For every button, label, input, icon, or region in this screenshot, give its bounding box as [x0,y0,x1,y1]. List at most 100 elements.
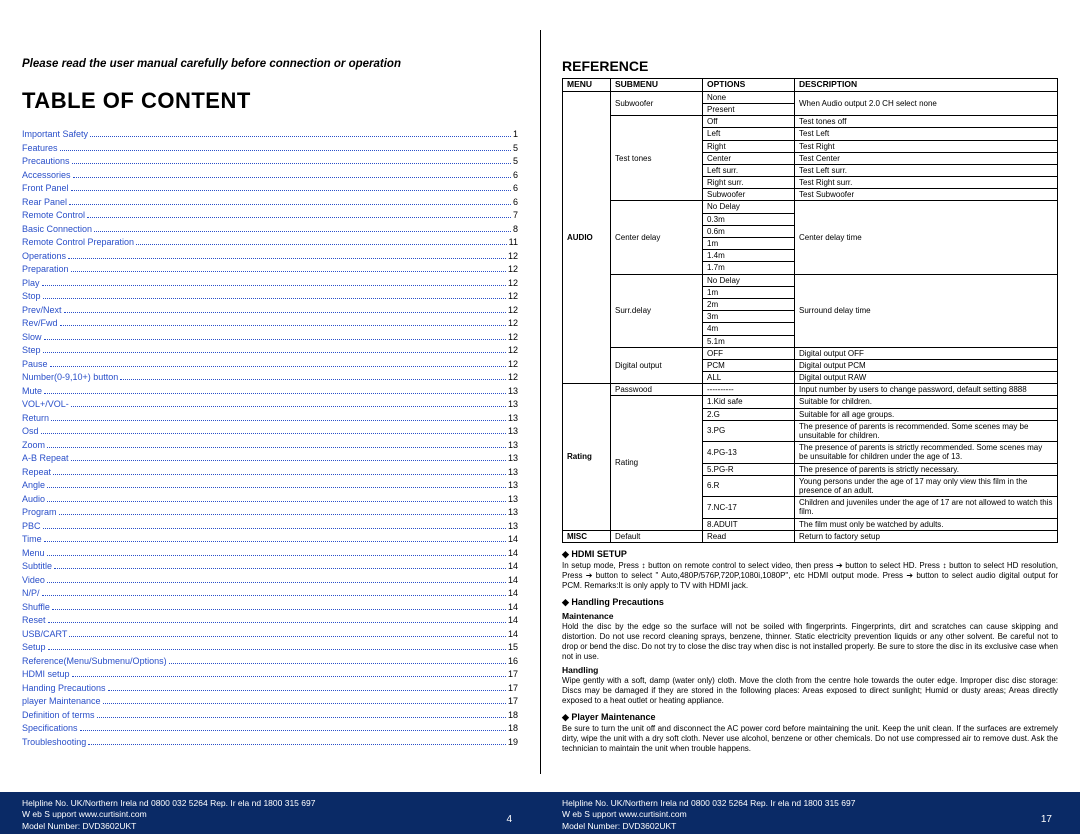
footer-model: Model Number: DVD3602UKT [22,821,518,832]
toc-page: 13 [508,412,518,426]
toc-row: VOL+/VOL- 13 [22,398,518,412]
toc-page: 13 [508,398,518,412]
toc-row: Reset14 [22,614,518,628]
toc-label: PBC [22,520,41,534]
toc-dots [44,536,506,542]
footer-model: Model Number: DVD3602UKT [562,821,1058,832]
toc-label: Precautions [22,155,70,169]
toc-page: 14 [508,560,518,574]
toc-page: 14 [508,601,518,615]
toc-dots [71,185,511,191]
toc-dots [47,442,506,448]
toc-dots [51,415,506,421]
toc-row: Basic Connection8 [22,223,518,237]
maintenance-body: Hold the disc by the edge so the surface… [562,622,1058,662]
toc-label: Video [22,574,45,588]
toc-label: Stop [22,290,41,304]
toc-page: 12 [508,250,518,264]
toc-label: Zoom [22,439,45,453]
toc-label: player Maintenance [22,695,101,709]
toc-dots [87,212,511,218]
toc-page: 12 [508,331,518,345]
toc-row: Osd13 [22,425,518,439]
toc-dots [64,307,506,313]
toc-dots [120,374,506,380]
toc-dots [108,685,506,691]
toc-dots [88,739,506,745]
toc-page: 13 [508,520,518,534]
toc-label: Accessories [22,169,71,183]
toc-page: 17 [508,695,518,709]
toc-row: Front Panel 6 [22,182,518,196]
toc-label: Handing Precautions [22,682,106,696]
toc-page: 12 [508,304,518,318]
toc-label: Reference(Menu/Submenu/Options) [22,655,167,669]
footer-helpline: Helpline No. UK/Northern Irela nd 0800 0… [22,798,315,808]
toc-dots [136,239,507,245]
toc-dots [59,509,506,515]
toc-dots [43,523,506,529]
toc-dots [90,131,511,137]
toc-row: N/P/14 [22,587,518,601]
toc-dots [54,563,506,569]
toc-row: Subtitle14 [22,560,518,574]
toc-row: Precautions 5 [22,155,518,169]
toc-dots [48,644,506,650]
left-page-number: 4 [506,813,512,827]
toc-page: 6 [513,182,518,196]
toc-row: Rev/Fwd 12 [22,317,518,331]
toc-page: 15 [508,641,518,655]
toc-label: VOL+/VOL- [22,398,69,412]
toc-dots [43,293,506,299]
maintenance-sub: Maintenance [562,611,1058,621]
toc-label: Front Panel [22,182,69,196]
toc-label: Operations [22,250,66,264]
toc-row: HDMI setup 17 [22,668,518,682]
toc-row: Stop12 [22,290,518,304]
left-footer: Helpline No. UK/Northern Irela nd 0800 0… [0,792,540,834]
toc-row: Repeat13 [22,466,518,480]
toc-dots [71,455,506,461]
handling-sub: Handling [562,665,1058,675]
toc-page: 5 [513,155,518,169]
handling-heading: Handling Precautions [562,597,1058,608]
toc-page: 12 [508,317,518,331]
footer-web: W eb S upport www.curtisint.com [22,809,518,820]
toc-label: Remote Control Preparation [22,236,134,250]
toc-page: 12 [508,344,518,358]
toc-row: player Maintenance 17 [22,695,518,709]
toc-page: 6 [513,196,518,210]
toc-dots [69,631,506,637]
toc-page: 7 [513,209,518,223]
toc-dots [72,158,511,164]
toc-page: 17 [508,668,518,682]
toc-row: Angle13 [22,479,518,493]
toc-dots [73,172,511,178]
toc-row: Number(0-9,10+) button12 [22,371,518,385]
toc-page: 14 [508,587,518,601]
toc-label: Rev/Fwd [22,317,58,331]
instruction-text: Please read the user manual carefully be… [22,58,518,70]
toc-dots [42,590,506,596]
manual-spread: Please read the user manual carefully be… [0,0,1080,834]
toc-dots [103,698,506,704]
toc-row: A-B Repeat13 [22,452,518,466]
hdmi-heading: HDMI SETUP [562,549,1058,560]
toc-label: Setup [22,641,46,655]
toc-page: 6 [513,169,518,183]
toc-label: Slow [22,331,42,345]
toc-label: HDMI setup [22,668,70,682]
toc-row: PBC 13 [22,520,518,534]
toc-row: Setup 15 [22,641,518,655]
toc-dots [169,658,506,664]
toc-label: Audio [22,493,45,507]
toc-row: Return13 [22,412,518,426]
toc-row: Operations 12 [22,250,518,264]
toc-dots [72,671,506,677]
toc-dots [47,482,506,488]
toc-page: 13 [508,425,518,439]
toc-dots [60,320,506,326]
toc-dots [80,725,506,731]
toc-page: 13 [508,493,518,507]
toc-dots [60,145,511,151]
